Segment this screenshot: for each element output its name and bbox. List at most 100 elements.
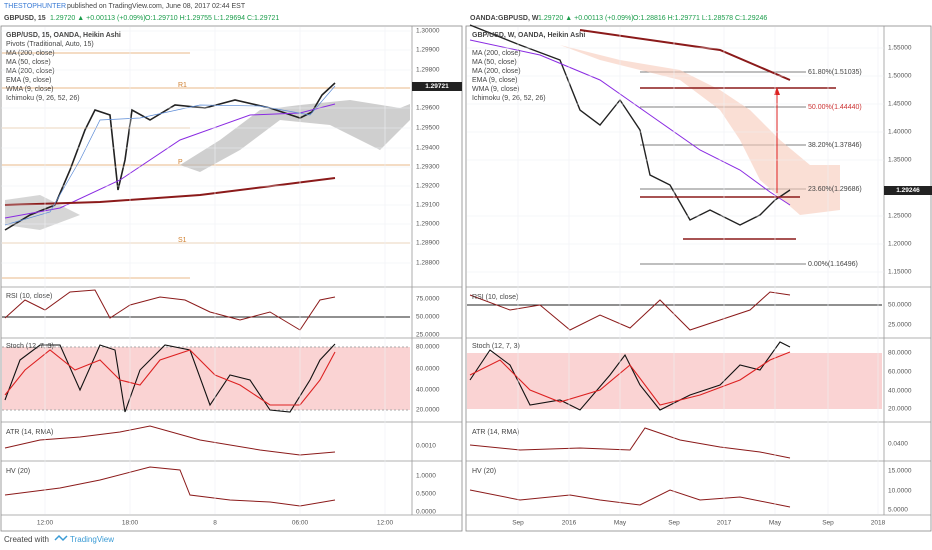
price-tick: 1.28900 [416,240,440,247]
published: published on TradingView.com, June 08, 2… [67,3,246,10]
time-tick: Sep [822,520,834,527]
fib-label: 0.00%(1.16496) [808,261,858,268]
pane-tick: 40.0000 [416,387,440,394]
price-tick: 1.35000 [888,157,912,164]
price-tick: 1.28800 [416,260,440,267]
pane-title: HV (20) [472,468,496,475]
change: 1.29720 ▲ +0.00113 (+0.09%) [538,15,634,22]
time-tick: 2017 [717,520,732,527]
legend-item: Ichimoku (9, 26, 52, 26) [6,95,80,102]
legend-item: EMA (9, close) [6,77,52,84]
price-tick: 1.25000 [888,213,912,220]
time-tick: Sep [668,520,680,527]
legend-item: Ichimoku (9, 26, 52, 26) [472,95,546,102]
legend-item: MA (50, close) [472,59,517,66]
price-tick: 1.40000 [888,129,912,136]
pane-title: RSI (10, close) [6,293,52,300]
legend-item: MA (200, close) [472,50,521,57]
change: 1.29720 ▲ +0.00113 (+0.09%) [50,15,146,22]
price-tick: 1.29300 [416,164,440,171]
legend-item: MA (200, close) [6,50,55,57]
pane-title: Stoch (12, 7, 3) [6,343,54,350]
pivot-label: P [178,159,183,166]
pane-tick: 25.0000 [416,332,440,339]
fib-label: 50.00%(1.44440) [808,104,862,111]
time-tick: 12:00 [37,520,54,527]
right-drawings [469,24,840,265]
ohlc: O:1.28816 H:1.29771 L:1.28578 C:1.29246 [633,15,767,22]
price-tick: 1.30000 [416,28,440,35]
pane-tick: 0.0400 [888,441,908,448]
last-price-box [412,82,462,91]
left-sub-drawings [2,289,410,507]
pane-title: HV (20) [6,468,30,475]
pane-tick: 75.0000 [416,296,440,303]
pane-tick: 0.0010 [416,443,436,450]
brand[interactable]: TradingView [70,535,114,544]
price-tick: 1.20000 [888,241,912,248]
time-tick: 2016 [562,520,577,527]
price-tick: 1.29900 [416,47,440,54]
legend-item: GBP/USD, W, OANDA, Heikin Ashi [472,32,585,39]
pane-tick: 20.0000 [888,406,912,413]
pane-title: ATR (14, RMA) [6,429,53,436]
author[interactable]: THESTOPHUNTER [4,3,66,10]
pane-tick: 0.0000 [416,509,436,516]
pane-title: RSI (10, close) [472,294,518,301]
time-tick: 18:00 [122,520,139,527]
pane-tick: 50.0000 [416,314,440,321]
ohlc: O:1.29710 H:1.29755 L:1.29694 C:1.29721 [145,15,279,22]
pane-tick: 80.0000 [888,350,912,357]
pane-tick: 1.0000 [416,473,436,480]
price-tick: 1.29200 [416,183,440,190]
pane-tick: 60.0000 [416,366,440,373]
price-tick: 1.29800 [416,67,440,74]
pivot-label: S1 [178,237,187,244]
legend-item: MA (50, close) [6,59,51,66]
pane-title: Stoch (12, 7, 3) [472,343,520,350]
pane-tick: 0.5000 [416,491,436,498]
fib-label: 61.80%(1.51035) [808,69,862,76]
pane-tick: 10.0000 [888,488,912,495]
last-price: 1.29246 [896,187,920,194]
time-tick: May [614,520,627,527]
brand-logo [54,534,68,542]
pane-tick: 60.0000 [888,369,912,376]
pane-tick: 40.0000 [888,388,912,395]
pane-tick: 5.0000 [888,507,908,514]
price-tick: 1.29400 [416,145,440,152]
legend-item: Pivots (Traditional, Auto, 15) [6,41,94,48]
pane-tick: 15.0000 [888,468,912,475]
footer-text: Created with [4,535,49,544]
time-tick: 8 [213,520,217,527]
symbol: OANDA:GBPUSD, W [470,15,539,22]
time-tick: 12:00 [377,520,394,527]
price-tick: 1.50000 [888,73,912,80]
legend-item: EMA (9, close) [472,77,518,84]
time-tick: 2018 [871,520,886,527]
time-tick: 06:00 [292,520,309,527]
price-tick: 1.55000 [888,45,912,52]
right-frame [465,25,932,532]
pane-title: ATR (14, RMA) [472,429,519,436]
legend-item: WMA (9, close) [472,86,519,93]
pane-tick: 80.0000 [416,344,440,351]
legend-item: WMA (9, close) [6,86,53,93]
last-price: 1.29721 [425,83,449,90]
legend-item: MA (200, close) [472,68,521,75]
last-price-box [884,186,932,195]
price-tick: 1.29000 [416,221,440,228]
pane-tick: 25.0000 [888,322,912,329]
legend-item: MA (200, close) [6,68,55,75]
price-tick: 1.29600 [416,105,440,112]
pane-tick: 20.0000 [416,407,440,414]
right-sub-drawings [467,291,882,508]
price-tick: 1.29500 [416,125,440,132]
price-tick: 1.29100 [416,202,440,209]
time-tick: Sep [512,520,524,527]
pane-tick: 50.0000 [888,302,912,309]
price-tick: 1.45000 [888,101,912,108]
time-tick: May [769,520,782,527]
symbol: GBPUSD, 15 [4,15,46,22]
